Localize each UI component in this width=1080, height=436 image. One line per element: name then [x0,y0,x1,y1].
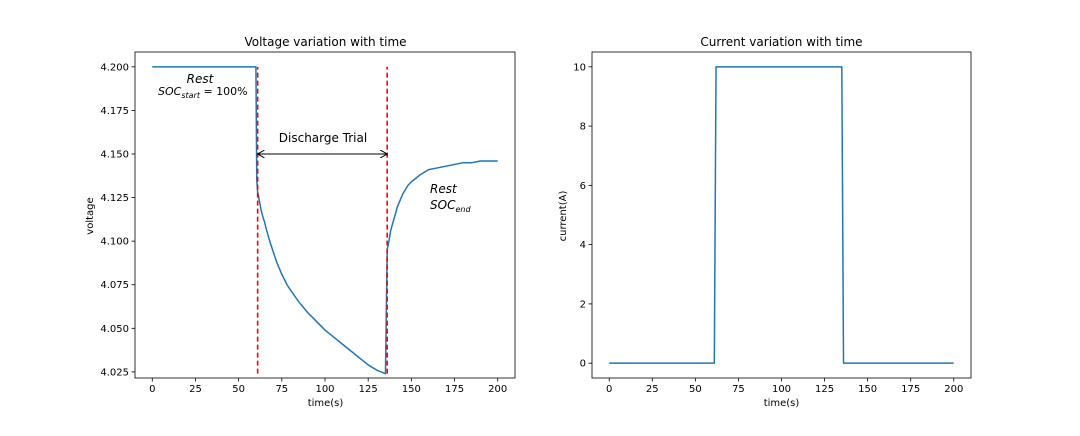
current-chart-plot-area [609,66,954,364]
voltage-chart-annotations: Rest SOCstart = 100% Discharge Trial Res… [158,72,471,214]
x-tick-label: 175 [901,384,920,395]
current-chart-xlabel: time(s) [764,398,800,409]
y-tick-label: 4.175 [100,106,129,117]
x-tick-label: 125 [359,384,378,395]
soc-start-sub: start [181,91,200,100]
annotation-rest-start: Rest [187,72,215,86]
current-chart-yticks: 0 2 4 6 8 10 [573,62,592,370]
annotation-discharge-trial: Discharge Trial [279,131,367,145]
y-tick-label: 4.050 [100,324,129,335]
y-tick-label: 10 [573,62,586,73]
x-tick-label: 50 [689,384,702,395]
x-tick-label: 0 [606,384,612,395]
current-chart-title: Current variation with time [700,35,862,49]
y-tick-label: 4.100 [100,237,129,248]
voltage-chart-xlabel: time(s) [308,398,344,409]
voltage-chart-title: Voltage variation with time [244,35,406,49]
x-tick-label: 150 [402,384,421,395]
series-line [152,66,498,375]
current-chart: Current variation with time time(s) curr… [558,35,972,409]
y-tick-label: 4.025 [100,367,129,378]
voltage-chart: Voltage variation with time time(s) volt… [85,35,516,409]
series-line [609,66,954,364]
y-tick-label: 4.125 [100,193,129,204]
x-tick-label: 100 [315,384,334,395]
x-tick-label: 50 [232,384,245,395]
soc-end-sub: end [455,205,471,214]
y-tick-label: 4.150 [100,149,129,160]
x-tick-label: 150 [858,384,877,395]
voltage-chart-xticks: 0 25 50 75 100 125 150 175 200 [149,378,507,395]
annotation-rest-end: Rest [430,182,458,196]
y-tick-label: 6 [580,181,586,192]
voltage-chart-yticks: 4.025 4.050 4.075 4.100 4.125 4.150 4.175 4.200 [100,62,135,378]
x-tick-label: 25 [189,384,202,395]
y-tick-label: 4 [580,240,586,251]
x-tick-label: 175 [445,384,464,395]
current-chart-xticks: 0 25 50 75 100 125 150 175 200 [606,378,963,395]
soc-start-value: = 100% [200,85,248,98]
soc-end-base: SOC [430,198,456,212]
x-tick-label: 75 [732,384,745,395]
x-tick-label: 0 [149,384,155,395]
y-tick-label: 4.075 [100,280,129,291]
current-chart-ylabel: current(A) [558,191,569,242]
annotation-soc-end: SOCend [430,198,471,214]
x-tick-label: 100 [772,384,791,395]
x-tick-label: 125 [815,384,834,395]
y-tick-label: 4.200 [100,62,129,73]
current-chart-frame [591,51,972,379]
soc-start-base: SOC [158,85,182,98]
voltage-chart-plot-area [152,66,498,375]
y-tick-label: 2 [580,299,586,310]
voltage-chart-frame [134,51,516,379]
y-tick-label: 8 [580,122,586,133]
x-tick-label: 200 [944,384,963,395]
annotation-soc-start: SOCstart = 100% [158,85,248,100]
x-tick-label: 200 [488,384,507,395]
voltage-chart-ylabel: voltage [85,197,96,234]
x-tick-label: 75 [275,384,288,395]
y-tick-label: 0 [580,359,586,370]
x-tick-label: 25 [646,384,659,395]
